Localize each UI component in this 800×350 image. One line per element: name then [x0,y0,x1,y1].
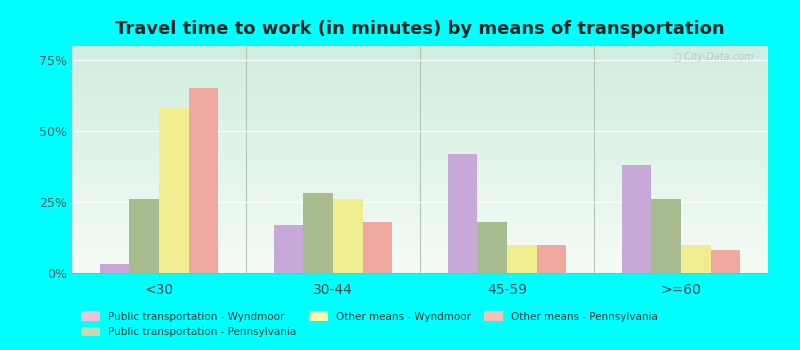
Bar [303,193,333,273]
Bar [189,88,218,273]
Bar [274,225,303,273]
Bar [100,265,130,273]
Bar [710,250,740,273]
Bar [448,154,478,273]
Bar [362,222,392,273]
Bar [130,199,159,273]
Bar [333,199,362,273]
Bar [651,199,681,273]
Text: Ⓕ City-Data.com: Ⓕ City-Data.com [675,52,754,62]
Bar [622,165,651,273]
Title: Travel time to work (in minutes) by means of transportation: Travel time to work (in minutes) by mean… [115,20,725,38]
Bar [507,245,537,273]
Bar [681,245,710,273]
Bar [478,222,507,273]
Bar [537,245,566,273]
Legend: Public transportation - Wyndmoor, Public transportation - Pennsylvania, Other me: Public transportation - Wyndmoor, Public… [78,307,662,341]
Bar [159,108,189,273]
